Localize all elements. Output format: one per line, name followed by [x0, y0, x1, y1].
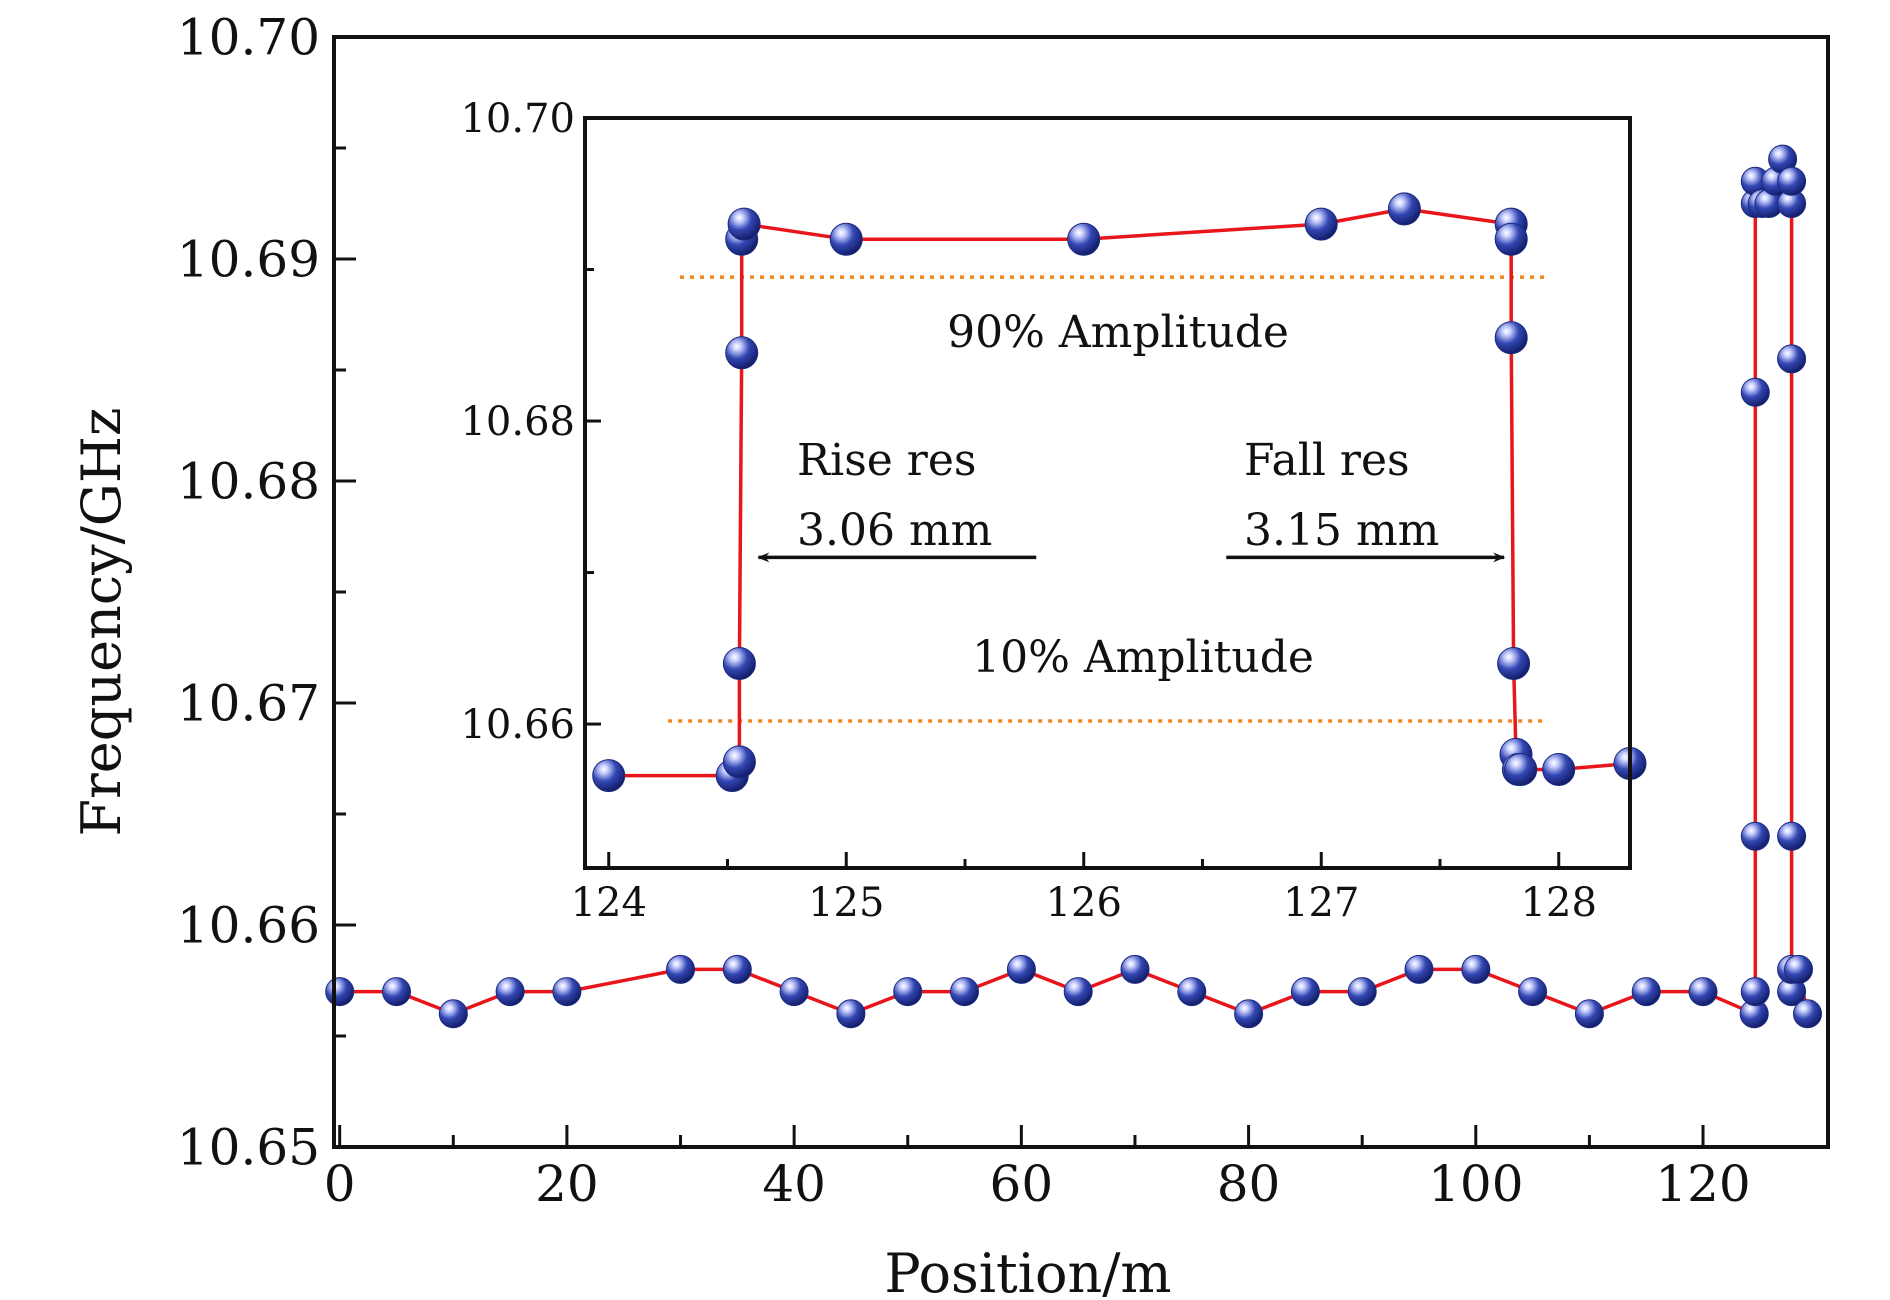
rise-res-value: 3.06 mm [797, 505, 992, 556]
inset-series [592, 192, 1647, 793]
main-data-point [325, 977, 355, 1007]
inset-plot: 124 125 126 127 128 10.66 10.68 10.70 90% Ampl… [460, 96, 1647, 926]
inset-data-point [722, 647, 756, 680]
main-data-point [438, 999, 468, 1029]
inset-data-point [1494, 222, 1528, 256]
inset-reference-lines [668, 275, 1547, 723]
inset-x-axis: 124 125 126 127 128 [571, 852, 1597, 926]
main-y-tick-label: 10.70 [177, 9, 320, 67]
inset-x-tick-label: 126 [1046, 880, 1122, 926]
main-data-point [552, 977, 582, 1007]
inset-data-point [1497, 647, 1531, 680]
main-y-axis-title: Frequency/GHz [70, 408, 133, 837]
main-data-point [1120, 954, 1150, 984]
main-data-point [1574, 999, 1604, 1029]
inset-data-point [1387, 192, 1421, 226]
inset-data-point [722, 745, 756, 779]
inset-y-axis: 10.66 10.68 10.70 [460, 96, 601, 748]
main-y-tick-label: 10.68 [177, 453, 320, 511]
main-data-point [1461, 954, 1491, 984]
main-data-point [1006, 954, 1036, 984]
main-data-point [1793, 999, 1822, 1029]
inset-background [585, 118, 1630, 868]
amplitude-90-label: 90% Amplitude [947, 307, 1289, 358]
amplitude-10-label: 10% Amplitude [972, 632, 1314, 683]
main-data-point [1290, 977, 1320, 1007]
main-data-point [893, 977, 923, 1007]
main-y-tick-label: 10.65 [177, 1119, 320, 1177]
main-y-tick-label: 10.69 [177, 231, 320, 289]
main-x-tick-label: 80 [1217, 1155, 1281, 1213]
main-data-point [1777, 344, 1807, 374]
main-data-point [779, 977, 809, 1007]
main-x-axis-title: Position/m [884, 1242, 1171, 1300]
main-data-point [382, 977, 411, 1007]
main-y-axis: 10.65 10.66 10.67 10.68 10.69 10.70 [177, 9, 356, 1177]
main-data-point [495, 977, 525, 1007]
main-data-point [1740, 977, 1770, 1007]
inset-x-tick-label: 125 [808, 880, 884, 926]
main-x-tick-label: 40 [762, 1155, 826, 1213]
main-data-point [1777, 821, 1807, 851]
main-data-point [1177, 977, 1207, 1007]
inset-data-point [592, 759, 626, 793]
inset-data-point [1304, 207, 1338, 241]
inset-data-point [1494, 321, 1528, 355]
main-data-point [1404, 954, 1434, 984]
main-y-tick-label: 10.66 [177, 897, 320, 955]
main-plot: 0 20 40 60 80 100 120 10.6510.6610.6710.6810.6… [70, 9, 1830, 1300]
inset-data-point [1542, 753, 1576, 786]
main-x-tick-label: 0 [324, 1155, 356, 1213]
main-data-point [1234, 999, 1264, 1029]
main-x-axis: 0 20 40 60 80 100 120 [324, 1125, 1751, 1213]
main-data-point [666, 954, 695, 984]
inset-x-tick-label: 127 [1283, 880, 1359, 926]
inset-x-tick-label: 124 [571, 880, 647, 926]
main-x-tick-label: 100 [1428, 1155, 1523, 1213]
rise-res-title: Rise res [797, 435, 976, 486]
main-data-point [722, 954, 752, 984]
main-data-point [1777, 166, 1807, 196]
inset-x-tick-label: 128 [1521, 880, 1597, 926]
inset-data-point [829, 222, 863, 256]
inset-data-point [727, 207, 761, 241]
fall-res-title: Fall res [1244, 435, 1410, 486]
main-data-point [1688, 977, 1718, 1007]
main-data-point [1063, 977, 1093, 1007]
inset-data-point [725, 336, 759, 370]
inset-y-tick-label: 10.68 [460, 399, 575, 445]
main-data-point [1740, 821, 1770, 851]
fall-res-value: 3.15 mm [1244, 505, 1439, 556]
main-x-tick-label: 120 [1655, 1155, 1750, 1213]
inset-plot-frame [583, 116, 1632, 870]
inset-y-tick-label: 10.70 [460, 96, 575, 142]
main-data-point [1784, 954, 1813, 984]
main-data-point [1518, 977, 1548, 1007]
main-x-tick-label: 20 [535, 1155, 599, 1213]
main-x-tick-label: 60 [990, 1155, 1054, 1213]
main-data-point [1740, 377, 1770, 407]
main-y-tick-label: 10.67 [177, 675, 320, 733]
main-data-point [950, 977, 979, 1007]
main-data-point [1347, 977, 1377, 1007]
inset-data-point [1067, 222, 1101, 256]
main-data-point [836, 999, 866, 1029]
inset-data-point [1504, 753, 1538, 786]
main-data-point [1631, 977, 1661, 1007]
main-series [325, 144, 1822, 1029]
inset-y-tick-label: 10.66 [460, 702, 575, 748]
